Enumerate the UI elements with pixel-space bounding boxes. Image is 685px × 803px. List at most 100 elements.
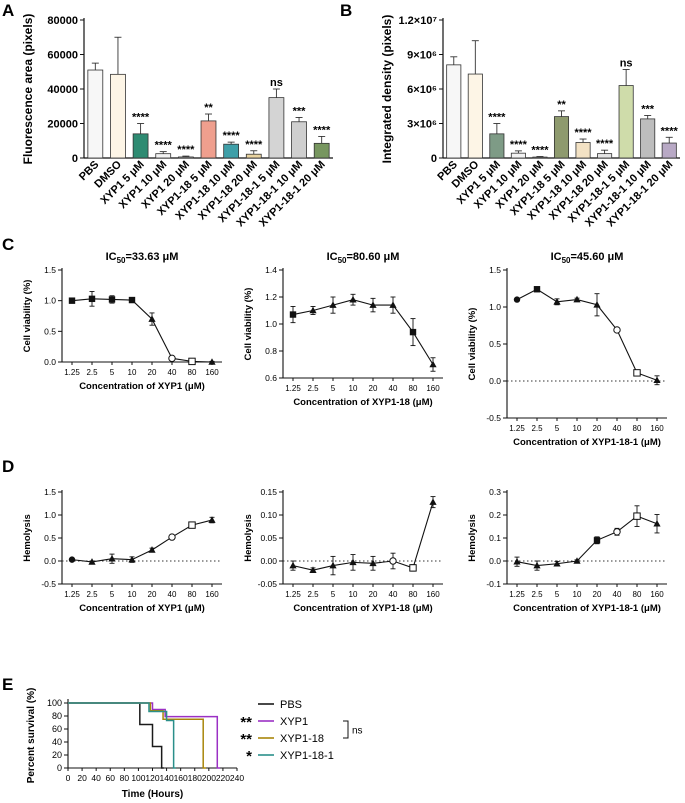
x-tick-label: 200 — [202, 773, 216, 783]
bar — [553, 116, 570, 159]
ns-bracket — [343, 720, 349, 739]
x-tick-label: 40 — [613, 424, 622, 433]
y-tick-label: 20000 — [47, 119, 78, 131]
x-tick-label: 10 — [573, 424, 582, 433]
bar — [467, 73, 483, 159]
data-point — [573, 557, 581, 564]
x-tick-label: 20 — [369, 384, 378, 393]
significance-label: **** — [488, 112, 506, 124]
x-tick-label: 5 — [555, 424, 560, 433]
y-axis-label: Cell viability (%) — [243, 288, 254, 361]
x-tick-label: 5 — [331, 590, 336, 599]
y-tick-label: 0.5 — [44, 326, 56, 336]
y-tick-label: 0.5 — [44, 533, 56, 543]
chart-a-fluorescence-area: 0 20000 40000 60000 80000 Fluorescence area (… — [21, 14, 333, 229]
x-tick-label: 2.5 — [307, 384, 319, 393]
x-tick-label: 160 — [426, 384, 440, 393]
series-line — [292, 501, 434, 571]
bar — [268, 97, 285, 159]
bar — [640, 118, 656, 159]
x-tick-label: 180 — [188, 773, 202, 783]
data-point — [429, 498, 437, 505]
data-point — [633, 369, 641, 377]
x-tick-label: 80 — [409, 590, 418, 599]
significance-label: **** — [574, 127, 592, 139]
x-tick-label: 5 — [110, 590, 115, 599]
data-point — [653, 376, 661, 384]
bar — [245, 153, 262, 159]
significance-label: ** — [240, 714, 252, 731]
x-tick-label: 40 — [389, 590, 398, 599]
x-tick-label: 20 — [77, 773, 87, 783]
y-tick-label: 0.8 — [265, 346, 277, 356]
data-point — [513, 296, 521, 303]
significance-label: **** — [510, 139, 528, 151]
x-tick-label: 160 — [205, 590, 219, 599]
data-point — [633, 512, 641, 520]
data-point — [148, 315, 156, 322]
bar — [661, 142, 677, 159]
survival-curve — [68, 702, 164, 769]
y-tick-label: 0.0 — [44, 357, 56, 367]
x-tick-label: 120 — [145, 773, 159, 783]
x-tick-label: 10 — [128, 368, 137, 377]
y-tick-label: 0.6 — [265, 373, 277, 383]
legend-label: XYP1-18 — [280, 733, 324, 745]
data-point — [533, 286, 541, 293]
data-point — [289, 561, 297, 569]
data-point — [289, 311, 297, 318]
x-tick-label: 40 — [168, 590, 177, 599]
x-tick-label: 10 — [349, 384, 358, 393]
data-point — [128, 555, 136, 563]
y-tick-label: 0.05 — [260, 533, 277, 543]
x-tick-label: 80 — [120, 773, 130, 783]
y-tick-label: 80 — [52, 711, 62, 721]
x-tick-label: 2.5 — [86, 368, 98, 377]
x-tick-label: 1.25 — [285, 590, 301, 599]
y-axis-label: Cell viability (%) — [22, 280, 33, 353]
y-tick-label: 1.2 — [265, 292, 277, 302]
chart-c1-viability-xyp1: IC50=33.63 μM 0.0 0.5 1.0 1.5 1.25 2.5 5 10 20 40 8… — [22, 251, 222, 392]
series-line — [516, 515, 658, 567]
x-axis-label: Concentration of XYP1-18 (μM) — [293, 603, 432, 614]
x-tick-label: 20 — [593, 590, 602, 599]
data-point — [168, 354, 176, 363]
x-tick-label: 5 — [110, 368, 115, 377]
data-point — [593, 537, 601, 544]
x-tick-label: 20 — [593, 424, 602, 433]
y-axis-label: Hemolysis — [22, 514, 33, 562]
x-tick-label: 1.25 — [509, 424, 525, 433]
significance-label: **** — [177, 144, 195, 156]
x-tick-label: 1.25 — [64, 368, 80, 377]
y-tick-label: 0 — [72, 153, 78, 165]
x-tick-label: 2.5 — [307, 590, 319, 599]
y-tick-label: 0.0 — [489, 376, 501, 386]
x-tick-label: 20 — [148, 590, 157, 599]
bar — [291, 121, 307, 159]
data-point — [68, 297, 76, 304]
bar — [223, 143, 240, 159]
x-tick-label: 40 — [389, 384, 398, 393]
panel-label-b: B — [340, 1, 352, 20]
data-point — [309, 306, 317, 314]
x-tick-label: 80 — [188, 368, 197, 377]
y-tick-label: 1.5 — [44, 265, 56, 275]
bar — [110, 73, 126, 159]
data-point — [108, 554, 116, 562]
chart-title: IC50=45.60 μM — [551, 251, 624, 265]
data-point — [68, 556, 76, 563]
x-tick-label: 1.25 — [509, 590, 525, 599]
y-tick-label: 0 — [431, 153, 437, 165]
data-point — [128, 296, 136, 304]
y-tick-label: 0.10 — [260, 510, 277, 520]
data-point — [329, 301, 337, 308]
data-point — [88, 558, 96, 565]
significance-label: ** — [204, 102, 213, 114]
data-point — [409, 328, 417, 336]
x-axis-label: Concentration of XYP1 (μM) — [79, 381, 205, 392]
bar — [200, 120, 217, 159]
data-point — [613, 326, 621, 334]
x-tick-label: 40 — [168, 368, 177, 377]
